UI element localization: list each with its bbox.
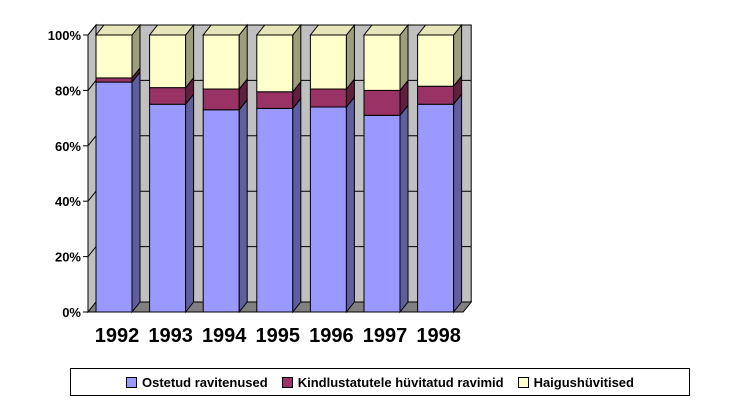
bar-side-1997-series-0 (399, 103, 409, 314)
legend-swatch-ostetud (126, 376, 137, 388)
legend-swatch-haigus (517, 376, 529, 388)
bar-side-1995-series-0 (292, 96, 302, 314)
y-tick-label: 60% (55, 139, 81, 154)
bar-1998-series-1 (417, 85, 455, 105)
bar-1996-series-0 (309, 106, 347, 313)
legend-label-haigus: Haigushüvitised (533, 374, 634, 390)
bar-1996-series-2 (309, 34, 347, 90)
x-tick-label-1996: 1996 (309, 325, 354, 347)
bar-side-1992-series-0 (131, 70, 141, 314)
bar-1997-series-2 (363, 34, 401, 91)
bar-side-1998-series-0 (453, 92, 463, 314)
bar-1992-series-2 (95, 34, 133, 79)
gridline-side (87, 80, 97, 91)
bar-side-1996-series-2 (345, 23, 355, 91)
bar-top-1992 (94, 24, 142, 36)
legend-swatch-ravimid (281, 376, 293, 388)
bar-1996-series-1 (309, 88, 347, 108)
legend: Ostetud ravitenused Kindlustatutele hüvi… (70, 368, 690, 396)
bar-1994-series-2 (202, 34, 240, 90)
bar-1994-series-1 (202, 88, 240, 111)
bar-side-1997-series-2 (399, 23, 409, 92)
bar-side-1994-series-2 (238, 23, 248, 91)
bar-1995-series-1 (256, 91, 294, 109)
gridline-side (87, 246, 97, 257)
legend-label-ostetud: Ostetud ravitenused (142, 374, 268, 390)
x-tick-label-1998: 1998 (416, 325, 461, 347)
y-tick-label: 100% (48, 28, 82, 43)
chart-side-wall (87, 23, 97, 314)
y-tick-label: 80% (55, 83, 81, 98)
gridline-side (87, 135, 97, 147)
bar-1997-series-0 (363, 114, 401, 313)
legend-item-ostetud: Ostetud ravitenused (126, 375, 268, 390)
y-tick-label: 40% (55, 194, 81, 209)
bar-1998-series-2 (417, 34, 455, 87)
bar-top-1994 (202, 24, 249, 36)
bar-side-1995-series-2 (292, 23, 302, 94)
gridline-side (87, 190, 97, 202)
bar-1995-series-0 (256, 107, 294, 313)
bar-1993-series-2 (149, 34, 187, 89)
bar-1994-series-0 (202, 109, 240, 313)
x-tick-label-1994: 1994 (202, 325, 247, 347)
bar-top-1996 (309, 24, 356, 36)
bar-side-1996-series-0 (345, 95, 355, 314)
y-tick-label: 20% (55, 250, 81, 265)
bar-side-1993-series-2 (185, 23, 195, 90)
bar-1998-series-0 (417, 103, 455, 313)
bar-side-1993-series-0 (185, 92, 195, 314)
legend-label-ravimid: Kindlustatutele hüvitatud ravimid (297, 374, 504, 390)
y-tick-label: 0% (62, 305, 81, 320)
legend-item-ravimid: Kindlustatutele hüvitatud ravimid (281, 374, 504, 390)
bar-top-1995 (255, 24, 302, 36)
bar-top-1993 (148, 24, 195, 36)
bar-1993-series-0 (149, 103, 187, 313)
x-tick-label-1997: 1997 (363, 325, 408, 347)
x-tick-label-1992: 1992 (95, 325, 140, 347)
gridline-side (87, 24, 97, 36)
x-tick-label-1995: 1995 (256, 325, 301, 347)
bar-top-1997 (362, 24, 410, 36)
bar-1995-series-2 (256, 34, 294, 93)
bar-1992-series-0 (95, 81, 133, 313)
legend-item-haigus: Haigushüvitised (517, 374, 634, 390)
x-tick-label-1993: 1993 (148, 325, 193, 347)
bar-1997-series-1 (363, 89, 401, 116)
bar-1992-series-1 (95, 77, 133, 83)
bar-side-1994-series-0 (238, 98, 248, 314)
bar-top-1998 (416, 24, 463, 36)
bar-1993-series-1 (149, 87, 187, 105)
